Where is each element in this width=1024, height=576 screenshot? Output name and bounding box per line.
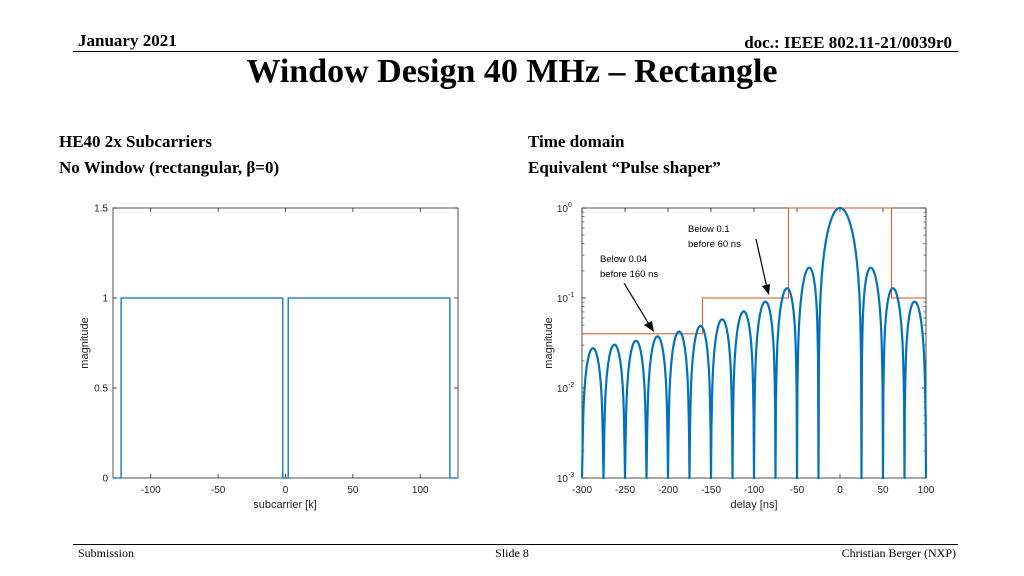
time-ytick-exponent: -3 (568, 472, 574, 479)
freq-xtick-label: -50 (211, 485, 226, 496)
time-ytick-exponent: -2 (568, 382, 574, 389)
freq-ytick-label: 0 (102, 474, 108, 485)
annotation-01-arrow (755, 238, 768, 289)
right-caption: Time domain Equivalent “Pulse shaper” (528, 129, 721, 181)
time-xtick-label: 100 (918, 485, 935, 496)
header-divider (73, 51, 958, 52)
annotation-01-arrowhead (762, 284, 770, 295)
right-caption-line1: Time domain (528, 132, 625, 151)
time-chart-pulse-line (580, 206, 928, 480)
time-xtick-label: -300 (572, 485, 592, 496)
left-caption: HE40 2x Subcarriers No Window (rectangul… (59, 129, 279, 181)
footer-submission: Submission (78, 546, 135, 560)
header-doc-id: doc.: IEEE 802.11-21/0039r0 (744, 33, 952, 52)
annotation-004-line1: Below 0.04 (600, 254, 647, 265)
time-ytick-exponent: 0 (568, 202, 572, 209)
freq-xtick-label: 50 (347, 485, 359, 496)
footer-divider (73, 544, 958, 545)
time-ytick-base: 10 (557, 204, 569, 215)
header-date: January 2021 (78, 31, 177, 50)
left-caption-line1: HE40 2x Subcarriers (59, 132, 212, 151)
time-xtick-label: -50 (790, 485, 805, 496)
time-xtick-label: -100 (744, 485, 764, 496)
time-ytick-base: 10 (557, 294, 569, 305)
annotation-004-arrowhead (644, 321, 654, 332)
freq-ytick-label: 0.5 (94, 384, 108, 395)
annotation-004-line2: before 160 ns (600, 269, 658, 280)
freq-chart-ylabel: magnitude (79, 317, 91, 368)
freq-xtick-label: -100 (141, 485, 161, 496)
time-ytick-base: 10 (557, 384, 569, 395)
annotation-004-arrow (623, 282, 651, 327)
footer-author: Christian Berger (NXP) (841, 546, 956, 560)
freq-chart-frame (112, 207, 459, 479)
freq-xtick-label: 100 (412, 485, 429, 496)
time-chart-ylabel: magnitude (543, 317, 555, 368)
time-xtick-label: -250 (615, 485, 635, 496)
freq-chart-ticks: -100 -50 0 50 100 0 0.5 1 1.5 (94, 204, 458, 496)
freq-xtick-label: 0 (283, 485, 289, 496)
time-ytick-exponent: -1 (568, 292, 574, 299)
time-xtick-label: -200 (658, 485, 678, 496)
annotation-01-line1: Below 0.1 (688, 224, 730, 235)
freq-chart-xlabel: subcarrier [k] (253, 499, 317, 511)
time-xtick-label: 0 (837, 485, 843, 496)
slide-title: Window Design 40 MHz – Rectangle (246, 53, 778, 90)
freq-ytick-label: 1 (102, 294, 108, 305)
time-xtick-label: 50 (877, 485, 889, 496)
left-caption-line2: No Window (rectangular, β=0) (59, 158, 280, 177)
footer-slide-number: Slide 8 (495, 546, 529, 560)
time-chart-xlabel: delay [ns] (730, 499, 777, 511)
right-caption-line2: Equivalent “Pulse shaper” (528, 158, 721, 177)
time-ytick-base: 10 (557, 474, 569, 485)
time-xtick-label: -150 (701, 485, 721, 496)
annotation-01-line2: before 60 ns (688, 239, 741, 250)
freq-ytick-label: 1.5 (94, 204, 108, 215)
freq-chart: -100 -50 0 50 100 0 0.5 1 1.5 subcarrier [k] mag… (79, 204, 459, 511)
freq-chart-series-line (113, 297, 458, 479)
